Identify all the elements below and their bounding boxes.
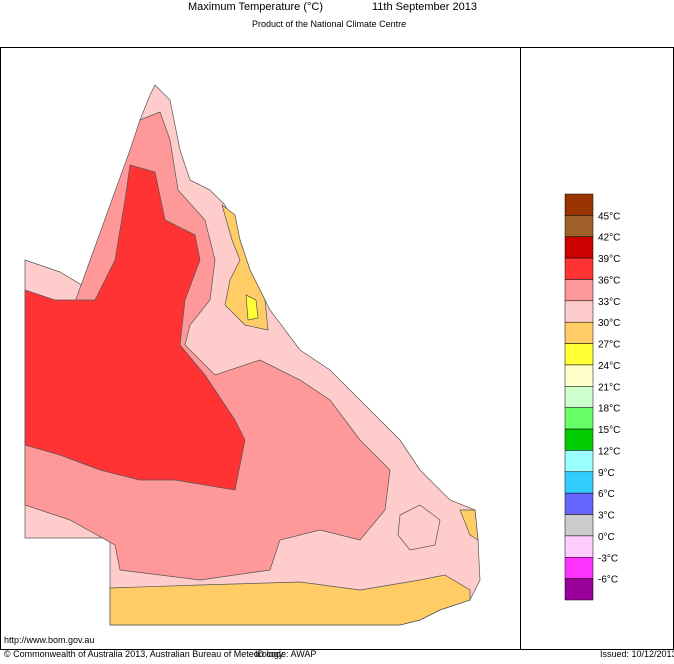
footer-issued: Issued: 10/12/2013 xyxy=(600,649,674,659)
footer-copyright: © Commonwealth of Australia 2013, Austra… xyxy=(4,649,284,659)
legend-label: 45°C xyxy=(598,211,620,222)
region-27-30-south xyxy=(109,574,471,626)
title: Maximum Temperature (°C) xyxy=(188,1,323,13)
legend-swatch xyxy=(564,279,594,302)
legend: 45°C 42°C 39°C 36°C 33°C 30°C 27°C 24°C 21°C 18°C… xyxy=(564,193,620,601)
legend-label: 6°C xyxy=(598,489,615,500)
map xyxy=(24,84,481,626)
legend-swatch xyxy=(564,428,594,451)
region-36-39 xyxy=(24,164,246,491)
legend-swatch xyxy=(564,300,594,323)
legend-label: 30°C xyxy=(598,318,620,329)
legend-swatch xyxy=(564,514,594,537)
legend-label: 33°C xyxy=(598,297,620,308)
legend-label: 21°C xyxy=(598,382,620,393)
legend-label: 42°C xyxy=(598,233,620,244)
subtitle: Product of the National Climate Centre xyxy=(252,19,406,29)
legend-label: 3°C xyxy=(598,511,615,522)
legend-swatch xyxy=(564,193,594,216)
legend-swatch xyxy=(564,450,594,473)
legend-swatch xyxy=(564,492,594,515)
legend-label: 15°C xyxy=(598,425,620,436)
legend-label: 18°C xyxy=(598,404,620,415)
footer-id: ID code: AWAP xyxy=(255,649,316,659)
legend-label: 9°C xyxy=(598,468,615,479)
footer-url: http://www.bom.gov.au xyxy=(4,635,94,645)
legend-label: -6°C xyxy=(598,575,618,586)
legend-swatch xyxy=(564,236,594,259)
legend-label: 0°C xyxy=(598,532,615,543)
legend-label: 24°C xyxy=(598,361,620,372)
legend-swatch xyxy=(564,407,594,430)
legend-label: 36°C xyxy=(598,275,620,286)
legend-swatch xyxy=(564,386,594,408)
region-30-33-south xyxy=(397,504,441,551)
region-27-30-coast xyxy=(221,204,269,331)
legend-swatch xyxy=(564,364,594,387)
legend-swatch xyxy=(564,343,594,366)
legend-swatch xyxy=(564,257,594,280)
legend-label: -3°C xyxy=(598,553,618,564)
legend-swatch xyxy=(564,215,594,237)
legend-swatch xyxy=(564,321,594,344)
legend-swatch xyxy=(564,578,594,601)
region-27-30-east xyxy=(459,509,479,541)
legend-swatch xyxy=(564,557,594,579)
legend-label: 12°C xyxy=(598,446,620,457)
legend-swatch xyxy=(564,535,594,558)
legend-label: 27°C xyxy=(598,340,620,351)
legend-swatch xyxy=(564,471,594,494)
legend-label: 39°C xyxy=(598,254,620,265)
date: 11th September 2013 xyxy=(372,1,477,13)
region-24-27 xyxy=(245,294,259,321)
